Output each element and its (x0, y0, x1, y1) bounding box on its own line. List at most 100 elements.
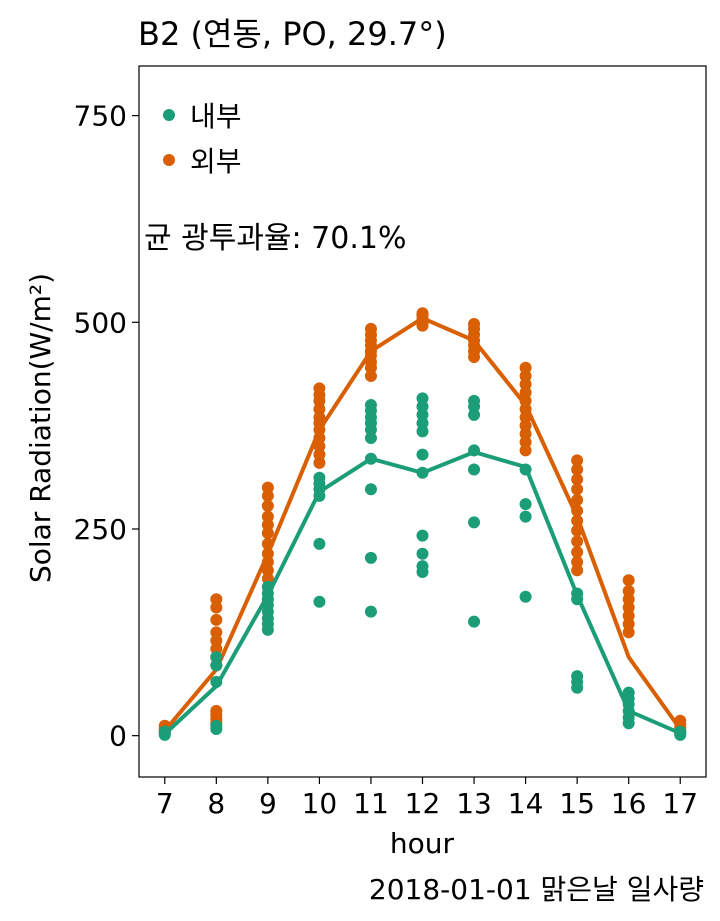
data-point-outer (364, 370, 377, 383)
data-point-outer (261, 510, 274, 523)
data-point-outer (622, 584, 635, 597)
mean-line-inner (163, 450, 681, 736)
data-point-outer (261, 564, 274, 577)
data-point-outer (313, 440, 326, 453)
data-point-inner (364, 398, 377, 411)
data-point-outer (519, 436, 532, 449)
x-tick-label: 7 (156, 787, 174, 820)
data-point-inner (313, 537, 326, 550)
data-point-inner (519, 498, 532, 511)
data-point-outer (364, 322, 377, 335)
y-tick-label: 250 (74, 513, 127, 546)
data-point-inner (416, 547, 429, 560)
data-point-outer (571, 494, 584, 507)
data-point-inner (210, 719, 223, 732)
data-point-outer (210, 634, 223, 647)
data-point-outer (261, 518, 274, 531)
x-tick-label: 11 (353, 787, 389, 820)
data-point-outer (571, 564, 584, 577)
data-point-outer (210, 626, 223, 639)
data-point-outer (571, 483, 584, 496)
data-point-outer (210, 642, 223, 655)
data-point-inner (364, 605, 377, 618)
data-point-outer (261, 527, 274, 540)
x-tick-label: 9 (259, 787, 277, 820)
data-point-outer (313, 411, 326, 424)
chart-caption: 2018-01-01 맑은날 일사량 (369, 873, 704, 906)
data-point-outer (313, 448, 326, 461)
data-point-inner (416, 408, 429, 421)
data-point-inner (416, 417, 429, 430)
chart-title: B2 (연동, PO, 29.7°) (138, 15, 447, 53)
x-tick-label: 12 (405, 787, 441, 820)
data-point-inner (416, 529, 429, 542)
data-point-outer (468, 317, 481, 330)
data-point-inner (313, 471, 326, 484)
legend-label-inner: 내부 (190, 100, 242, 133)
data-point-outer (261, 489, 274, 502)
legend-marker-inner (163, 109, 175, 121)
data-point-outer (622, 593, 635, 606)
data-point-outer (261, 499, 274, 512)
legend-marker-outer (163, 154, 175, 166)
data-point-outer (622, 601, 635, 614)
series-inner (158, 392, 687, 741)
data-point-outer (571, 546, 584, 559)
data-point-outer (622, 626, 635, 639)
y-tick-label: 0 (109, 720, 127, 753)
data-point-outer (519, 427, 532, 440)
legend-label-outer: 외부 (190, 145, 242, 178)
data-point-inner (364, 432, 377, 445)
data-point-outer (622, 574, 635, 587)
x-tick-label: 14 (508, 787, 544, 820)
data-point-outer (519, 361, 532, 374)
data-point-inner (519, 510, 532, 523)
data-point-inner (313, 595, 326, 608)
data-point-outer (313, 403, 326, 416)
data-point-outer (210, 593, 223, 606)
data-point-inner (519, 590, 532, 603)
x-tick-label: 10 (302, 787, 338, 820)
data-point-inner (210, 659, 223, 672)
data-point-outer (571, 473, 584, 486)
data-point-inner (468, 615, 481, 628)
series-layer (158, 307, 687, 741)
data-point-outer (313, 382, 326, 395)
x-tick-label: 16 (611, 787, 647, 820)
x-tick-label: 17 (662, 787, 698, 820)
mean-line-outer (163, 316, 682, 732)
x-axis: 7 8 9 10 11 12 13 14 15 16 17 (156, 777, 698, 820)
data-point-inner (210, 651, 223, 664)
data-point-outer (571, 556, 584, 569)
data-point-inner (416, 560, 429, 573)
data-point-outer (571, 454, 584, 467)
y-axis: 0 250 500 750 (74, 100, 139, 753)
data-point-inner (364, 551, 377, 564)
data-point-inner (364, 483, 377, 496)
legend: 내부 외부 (163, 100, 242, 178)
data-point-outer (571, 463, 584, 476)
transmittance-annotation: 균 광투과율: 70.1% (144, 221, 406, 256)
data-point-inner (468, 516, 481, 529)
data-point-outer (210, 704, 223, 717)
data-point-outer (622, 618, 635, 631)
x-axis-title: hour (390, 827, 455, 860)
y-tick-label: 750 (74, 100, 127, 133)
data-point-inner (416, 400, 429, 413)
data-point-outer (210, 613, 223, 626)
data-point-outer (261, 481, 274, 494)
data-point-outer (519, 444, 532, 457)
data-point-outer (571, 535, 584, 548)
data-point-outer (519, 419, 532, 432)
data-point-inner (416, 392, 429, 405)
data-point-outer (313, 456, 326, 469)
data-point-inner (622, 686, 635, 699)
data-point-outer (261, 572, 274, 585)
data-point-outer (622, 609, 635, 622)
y-axis-title: Solar Radiation(W/m²) (24, 273, 57, 583)
data-point-inner (468, 408, 481, 421)
data-point-inner (571, 670, 584, 683)
data-point-inner (468, 463, 481, 476)
series-outer (158, 307, 687, 740)
